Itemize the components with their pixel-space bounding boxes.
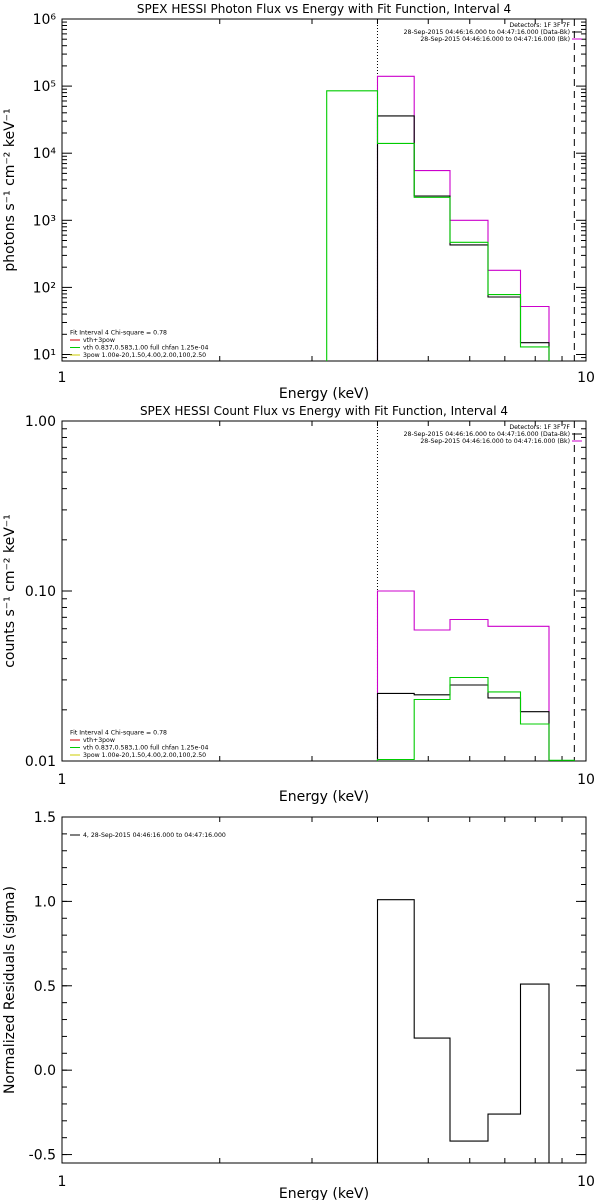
legend-entry: 4, 28-Sep-2015 04:46:16.000 to 04:47:16.… <box>83 832 226 839</box>
plot-frame <box>61 420 587 762</box>
y-tick-label: 10⁵ <box>33 79 56 95</box>
y-axis-label: photons s⁻¹ cm⁻² keV⁻¹ <box>2 108 18 271</box>
spectrum-series-1 <box>376 590 550 761</box>
plot-area <box>326 19 575 361</box>
legend-entry: Fit Interval 4 Chi-square = 0.78 <box>70 730 167 737</box>
x-axis-label: Energy (keV) <box>279 789 369 805</box>
y-tick-label: 1.00 <box>25 414 56 430</box>
chart-title: SPEX HESSI Count Flux vs Energy with Fit… <box>140 404 508 418</box>
info-line: 28-Sep-2015 04:46:16.000 to 04:47:16.000… <box>404 431 570 438</box>
spectrum-series-3 <box>326 90 550 361</box>
x-tick-label: 10 <box>577 772 595 788</box>
plot-area <box>376 421 575 761</box>
legend-entry: vth+3pow <box>83 337 115 344</box>
y-tick-label: 10² <box>33 280 56 296</box>
info-line: Detectors: 1F 3F 7F <box>509 22 570 29</box>
spectrum-series-3 <box>376 676 575 761</box>
x-tick-label: 1 <box>58 772 67 788</box>
x-tick-label: 1 <box>58 370 67 386</box>
chart-panel-2: SPEX HESSI Count Flux vs Energy with Fit… <box>2 404 595 805</box>
y-tick-label: 10⁴ <box>33 146 57 162</box>
legend-entry: vth 0.837,0.583,1.00 full chfan 1.25e-04 <box>83 745 209 752</box>
y-tick-label: 10⁶ <box>33 12 57 28</box>
spectrum-series-2 <box>376 684 550 761</box>
spectrum-series-1 <box>376 75 550 361</box>
y-tick-label: 0.10 <box>25 584 56 600</box>
legend-entry: 3pow 1.00e-20,1.50,4.00,2.00,100,2.50 <box>83 352 206 359</box>
plot-frame <box>61 816 587 1164</box>
chart-panel-3: 1 10 -0.5 0.0 0.5 1.0 1.5 Energy (keV) Normalize… <box>2 810 595 1200</box>
y-axis-label: counts s⁻¹ cm⁻² keV⁻¹ <box>2 514 18 668</box>
x-axis-label: Energy (keV) <box>279 386 369 402</box>
x-tick-label: 10 <box>577 370 595 386</box>
x-tick-label: 10 <box>577 1174 595 1190</box>
y-tick-label: 1.5 <box>34 810 56 826</box>
legend-entry: 3pow 1.00e-20,1.50,4.00,2.00,100,2.50 <box>83 752 206 759</box>
info-line: 28-Sep-2015 04:46:16.000 to 04:47:16.000… <box>420 36 570 43</box>
spectrum-series-1 <box>376 899 550 1163</box>
x-tick-label: 1 <box>58 1174 67 1190</box>
plot-frame <box>61 18 587 362</box>
y-tick-label: 10³ <box>33 213 56 229</box>
y-tick-label: 0.5 <box>34 979 56 995</box>
info-line: 28-Sep-2015 04:46:16.000 to 04:47:16.000… <box>404 29 570 36</box>
legend-entry: vth 0.837,0.583,1.00 full chfan 1.25e-04 <box>83 345 209 352</box>
y-tick-label: 1.0 <box>34 894 56 910</box>
spectrum-series-2 <box>376 115 550 361</box>
info-line: 28-Sep-2015 04:46:16.000 to 04:47:16.000… <box>420 438 570 445</box>
legend-entry: vth+3pow <box>83 737 115 744</box>
x-axis-label: Energy (keV) <box>279 1186 369 1200</box>
chart-panel-1: SPEX HESSI Photon Flux vs Energy with Fi… <box>2 2 595 402</box>
info-line: Detectors: 1F 3F 7F <box>509 424 570 431</box>
plot-area <box>376 899 550 1163</box>
y-tick-label: 10¹ <box>33 347 56 363</box>
y-tick-label: 0.0 <box>34 1063 56 1079</box>
legend-entry: Fit Interval 4 Chi-square = 0.78 <box>70 330 167 337</box>
y-tick-label: 0.01 <box>25 754 56 770</box>
y-tick-label: -0.5 <box>29 1148 56 1164</box>
y-axis-label: Normalized Residuals (sigma) <box>2 886 18 1094</box>
chart-title: SPEX HESSI Photon Flux vs Energy with Fi… <box>137 2 511 16</box>
